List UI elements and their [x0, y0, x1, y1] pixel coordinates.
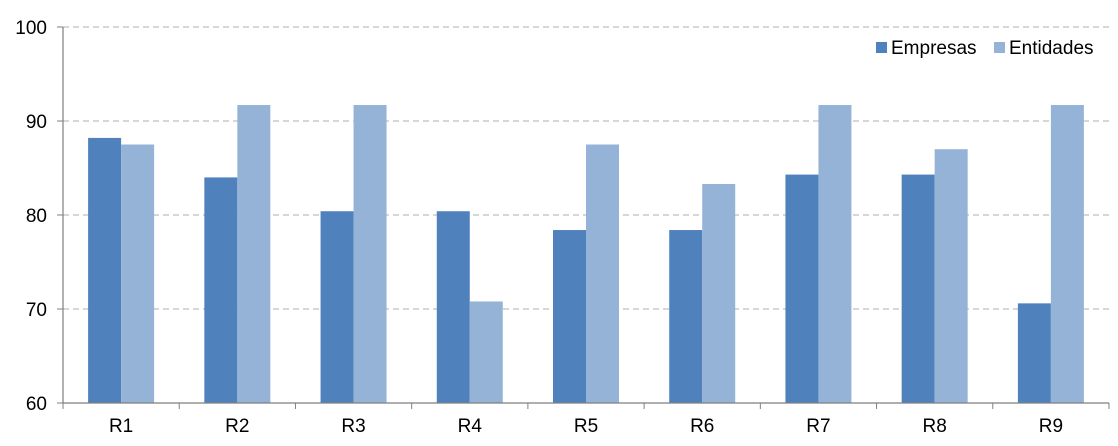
x-tick-label: R3	[341, 416, 365, 437]
y-tick-label: 80	[26, 206, 47, 227]
bar-empresas-r8	[901, 174, 935, 403]
bar-entidades-r9	[1050, 105, 1084, 404]
x-tick-label: R4	[458, 416, 483, 437]
x-tick-label: R9	[1039, 416, 1063, 437]
bars	[88, 105, 1084, 404]
axes: 60 70 80 90 100 R1 R2 R3 R4 R5 R6 R7 R8 R9	[15, 18, 1110, 437]
bar-entidades-r6	[702, 183, 736, 403]
bar-empresas-r4	[436, 211, 470, 403]
legend: Empresas Entidades	[876, 38, 1094, 59]
y-tick-label: 100	[15, 18, 47, 39]
bar-entidades-r8	[934, 149, 968, 403]
bar-empresas-r6	[669, 230, 703, 403]
bar-empresas-r1	[88, 137, 122, 404]
y-tick-label: 60	[26, 394, 47, 415]
x-tick-label: R5	[574, 416, 598, 437]
y-tick-label: 90	[26, 112, 47, 133]
bar-entidades-r1	[121, 144, 155, 403]
x-tick-label: R1	[109, 416, 133, 437]
y-tick-label: 70	[26, 300, 47, 321]
bar-empresas-r7	[785, 174, 819, 403]
x-tick-label: R7	[806, 416, 830, 437]
legend-swatch-entidades	[994, 42, 1005, 53]
bar-entidades-r4	[469, 301, 503, 403]
bar-entidades-r2	[237, 105, 271, 404]
legend-label-empresas: Empresas	[891, 38, 977, 59]
bar-empresas-r2	[204, 177, 238, 403]
bar-empresas-r5	[553, 230, 586, 403]
bar-empresas-r9	[1017, 303, 1051, 403]
legend-swatch-empresas	[876, 42, 887, 53]
x-tick-label: R2	[225, 416, 249, 437]
legend-label-entidades: Entidades	[1009, 38, 1094, 59]
bar-entidades-r7	[818, 105, 852, 404]
bar-entidades-r5	[586, 144, 619, 403]
bar-empresas-r3	[320, 211, 354, 403]
x-tick-label: R8	[923, 416, 947, 437]
x-tick-label: R6	[690, 416, 714, 437]
bar-entidades-r3	[353, 105, 387, 404]
